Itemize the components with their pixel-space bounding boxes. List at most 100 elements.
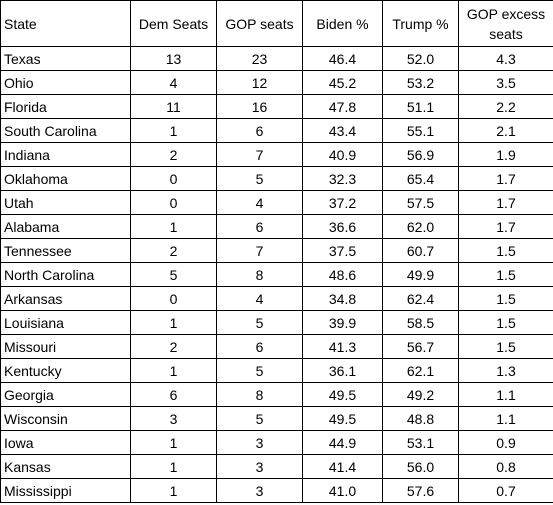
table-row: Mississippi 1 3 41.0 57.6 0.7: [0, 478, 553, 503]
cell-dem-seats: 6: [130, 382, 217, 407]
cell-biden-pct: 40.9: [302, 142, 383, 167]
cell-gop-seats: 12: [216, 70, 303, 95]
cell-dem-seats: 1: [130, 310, 217, 335]
cell-trump-pct: 56.9: [382, 142, 459, 167]
cell-dem-seats: 1: [130, 118, 217, 143]
cell-gop-excess-seats: 0.7: [458, 478, 553, 503]
header-row: State Dem Seats GOP seats Biden % Trump …: [0, 0, 553, 47]
cell-gop-excess-seats: 1.1: [458, 406, 553, 431]
table-row: Ohio 4 12 45.2 53.2 3.5: [0, 70, 553, 95]
cell-state: Ohio: [0, 70, 131, 95]
cell-gop-seats: 6: [216, 334, 303, 359]
cell-gop-seats: 3: [216, 478, 303, 503]
cell-gop-excess-seats: 0.8: [458, 454, 553, 479]
cell-biden-pct: 45.2: [302, 70, 383, 95]
table-row: Utah 0 4 37.2 57.5 1.7: [0, 190, 553, 215]
cell-state: North Carolina: [0, 262, 131, 287]
cell-gop-excess-seats: 2.1: [458, 118, 553, 143]
cell-dem-seats: 1: [130, 478, 217, 503]
cell-gop-seats: 8: [216, 262, 303, 287]
table-row: Texas 13 23 46.4 52.0 4.3: [0, 46, 553, 71]
cell-gop-excess-seats: 1.5: [458, 262, 553, 287]
cell-gop-excess-seats: 1.9: [458, 142, 553, 167]
cell-state: Alabama: [0, 214, 131, 239]
cell-gop-seats: 4: [216, 286, 303, 311]
table-row: Missouri 2 6 41.3 56.7 1.5: [0, 334, 553, 359]
header-gop-seats: GOP seats: [216, 0, 303, 47]
table-row: Florida 11 16 47.8 51.1 2.2: [0, 94, 553, 119]
cell-gop-excess-seats: 4.3: [458, 46, 553, 71]
cell-gop-seats: 4: [216, 190, 303, 215]
cell-state: Mississippi: [0, 478, 131, 503]
cell-dem-seats: 2: [130, 142, 217, 167]
cell-trump-pct: 62.0: [382, 214, 459, 239]
cell-trump-pct: 57.5: [382, 190, 459, 215]
cell-gop-seats: 6: [216, 214, 303, 239]
table-row: Oklahoma 0 5 32.3 65.4 1.7: [0, 166, 553, 191]
cell-gop-excess-seats: 3.5: [458, 70, 553, 95]
cell-biden-pct: 41.4: [302, 454, 383, 479]
table-body: Texas 13 23 46.4 52.0 4.3 Ohio 4 12 45.2 53.2 3.5 Fl…: [0, 46, 553, 503]
cell-dem-seats: 0: [130, 190, 217, 215]
table-row: Georgia 6 8 49.5 49.2 1.1: [0, 382, 553, 407]
cell-state: Kentucky: [0, 358, 131, 383]
cell-biden-pct: 37.5: [302, 238, 383, 263]
cell-gop-seats: 5: [216, 310, 303, 335]
cell-gop-seats: 23: [216, 46, 303, 71]
table-row: Kentucky 1 5 36.1 62.1 1.3: [0, 358, 553, 383]
header-gop-excess-seats: GOP excess seats: [458, 0, 553, 47]
cell-biden-pct: 41.0: [302, 478, 383, 503]
cell-biden-pct: 46.4: [302, 46, 383, 71]
cell-gop-seats: 3: [216, 454, 303, 479]
table-row: Arkansas 0 4 34.8 62.4 1.5: [0, 286, 553, 311]
cell-state: Louisiana: [0, 310, 131, 335]
cell-gop-seats: 5: [216, 406, 303, 431]
cell-dem-seats: 1: [130, 454, 217, 479]
cell-gop-excess-seats: 1.1: [458, 382, 553, 407]
cell-dem-seats: 4: [130, 70, 217, 95]
cell-state: South Carolina: [0, 118, 131, 143]
cell-gop-excess-seats: 1.5: [458, 286, 553, 311]
cell-dem-seats: 3: [130, 406, 217, 431]
cell-gop-seats: 5: [216, 358, 303, 383]
cell-trump-pct: 52.0: [382, 46, 459, 71]
cell-state: Oklahoma: [0, 166, 131, 191]
cell-trump-pct: 62.4: [382, 286, 459, 311]
cell-biden-pct: 36.6: [302, 214, 383, 239]
table-row: Wisconsin 3 5 49.5 48.8 1.1: [0, 406, 553, 431]
cell-dem-seats: 11: [130, 94, 217, 119]
header-state: State: [0, 0, 131, 47]
cell-biden-pct: 47.8: [302, 94, 383, 119]
cell-biden-pct: 32.3: [302, 166, 383, 191]
cell-state: Georgia: [0, 382, 131, 407]
cell-gop-seats: 8: [216, 382, 303, 407]
table-row: Louisiana 1 5 39.9 58.5 1.5: [0, 310, 553, 335]
cell-dem-seats: 2: [130, 238, 217, 263]
table-header: State Dem Seats GOP seats Biden % Trump …: [0, 0, 553, 47]
cell-state: Tennessee: [0, 238, 131, 263]
cell-state: Florida: [0, 94, 131, 119]
cell-trump-pct: 65.4: [382, 166, 459, 191]
cell-biden-pct: 39.9: [302, 310, 383, 335]
cell-gop-excess-seats: 1.7: [458, 166, 553, 191]
cell-biden-pct: 44.9: [302, 430, 383, 455]
cell-gop-seats: 3: [216, 430, 303, 455]
cell-trump-pct: 62.1: [382, 358, 459, 383]
header-gop-excess-seats-label: GOP excess seats: [466, 5, 546, 42]
cell-gop-excess-seats: 1.7: [458, 214, 553, 239]
cell-biden-pct: 48.6: [302, 262, 383, 287]
table-row: Indiana 2 7 40.9 56.9 1.9: [0, 142, 553, 167]
cell-state: Utah: [0, 190, 131, 215]
cell-gop-excess-seats: 1.5: [458, 310, 553, 335]
cell-gop-excess-seats: 1.5: [458, 238, 553, 263]
cell-gop-seats: 6: [216, 118, 303, 143]
cell-state: Indiana: [0, 142, 131, 167]
cell-state: Wisconsin: [0, 406, 131, 431]
cell-trump-pct: 49.2: [382, 382, 459, 407]
header-trump-pct: Trump %: [382, 0, 459, 47]
cell-state: Missouri: [0, 334, 131, 359]
cell-gop-seats: 16: [216, 94, 303, 119]
cell-state: Kansas: [0, 454, 131, 479]
table-row: Iowa 1 3 44.9 53.1 0.9: [0, 430, 553, 455]
